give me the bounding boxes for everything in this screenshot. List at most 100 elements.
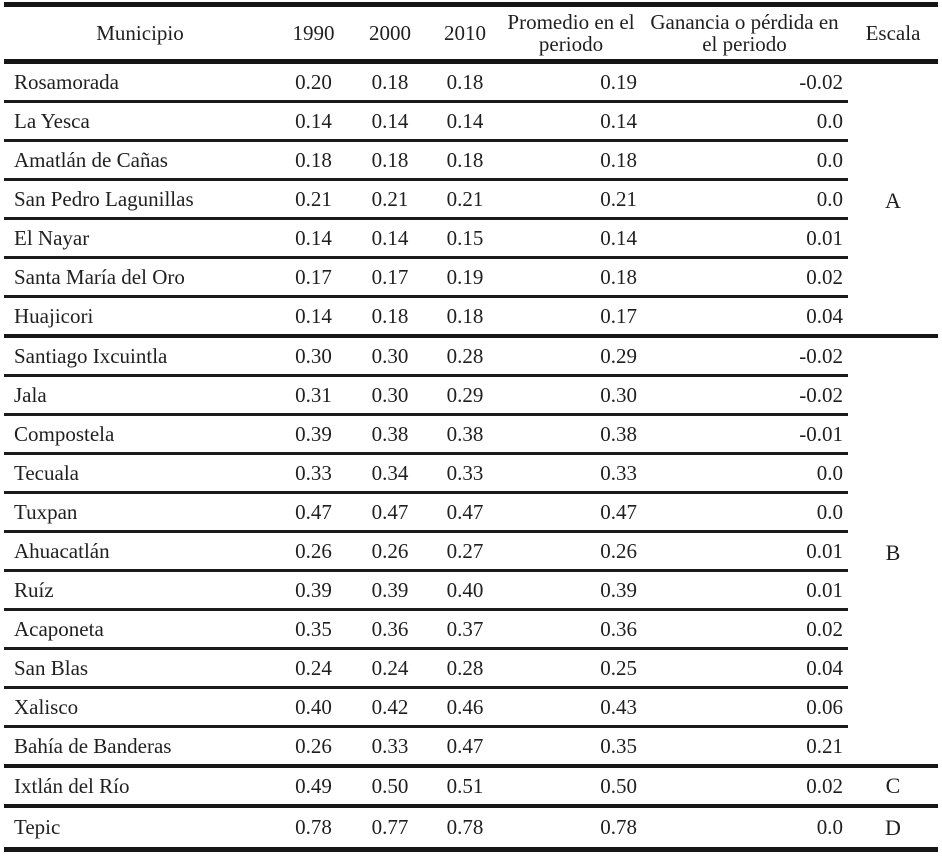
table-row: Rosamorada 0.20 0.18 0.18 0.19 -0.02 (4, 64, 938, 103)
promedio-cell: 0.33 (600, 460, 637, 485)
municipio-cell: Tecuala (14, 460, 79, 485)
ganancia-cell: -0.02 (799, 343, 843, 368)
escala-group-b-label: B (885, 539, 901, 565)
value-1990-cell: 0.21 (295, 186, 332, 211)
municipio-cell: Tuxpan (14, 499, 78, 524)
value-1990-cell: 0.26 (295, 733, 332, 758)
ganancia-cell: 0.0 (816, 815, 843, 839)
table-row: Ixtlán del Río 0.49 0.50 0.51 0.50 0.02 … (4, 768, 938, 808)
promedio-cell: 0.36 (600, 616, 637, 641)
municipio-cell: La Yesca (14, 108, 90, 133)
ganancia-cell: 0.02 (806, 773, 843, 798)
row-main: Jala 0.31 0.30 0.29 0.30 -0.02 (4, 377, 848, 416)
table-row: Xalisco 0.40 0.42 0.46 0.43 0.06 (4, 689, 938, 728)
value-2000-cell: 0.18 (371, 69, 409, 94)
header-promedio: Promedio en el periodo (507, 10, 635, 56)
promedio-cell: 0.17 (600, 303, 637, 328)
row-main: Tuxpan 0.47 0.47 0.47 0.47 0.0 (4, 494, 848, 533)
value-2010-cell: 0.37 (446, 616, 484, 641)
escala-cell (848, 220, 938, 259)
municipio-cell: Ahuacatlán (14, 538, 110, 563)
row-main: Ruíz 0.39 0.39 0.40 0.39 0.01 (4, 572, 848, 611)
ganancia-cell: 0.01 (806, 538, 843, 563)
escala-cell (848, 416, 938, 455)
value-2010-cell: 0.15 (446, 225, 484, 250)
municipio-cell: San Pedro Lagunillas (14, 186, 194, 211)
municipio-cell: Rosamorada (14, 69, 119, 94)
table-row: San Blas 0.24 0.24 0.28 0.25 0.04 (4, 650, 938, 689)
row-main: San Blas 0.24 0.24 0.28 0.25 0.04 (4, 650, 848, 689)
escala-cell (848, 64, 938, 103)
escala-group-c-label: C (885, 773, 901, 798)
value-1990-cell: 0.33 (295, 460, 332, 485)
row-main: La Yesca 0.14 0.14 0.14 0.14 0.0 (4, 103, 848, 142)
escala-cell (848, 142, 938, 181)
escala-cell (848, 298, 938, 334)
escala-cell (848, 689, 938, 728)
escala-cell (848, 611, 938, 650)
municipio-cell: Compostela (14, 421, 115, 446)
value-2000-cell: 0.21 (371, 186, 409, 211)
promedio-cell: 0.18 (600, 264, 637, 289)
ganancia-cell: 0.0 (816, 186, 843, 211)
ganancia-cell: -0.01 (799, 421, 843, 446)
value-2000-cell: 0.38 (371, 421, 409, 446)
value-2010-cell: 0.28 (446, 655, 484, 680)
municipio-cell: Tepic (14, 815, 61, 839)
value-1990-cell: 0.14 (295, 225, 332, 250)
value-1990-cell: 0.14 (295, 303, 332, 328)
header-2010: 2010 (444, 21, 486, 45)
municipio-cell: Santiago Ixcuintla (14, 343, 168, 368)
ganancia-cell: 0.06 (806, 694, 843, 719)
value-2000-cell: 0.14 (371, 108, 409, 133)
value-1990-cell: 0.14 (295, 108, 332, 133)
value-1990-cell: 0.30 (295, 343, 332, 368)
table-bottom-rule (4, 847, 938, 852)
table-row: Amatlán de Cañas 0.18 0.18 0.18 0.18 0.0 (4, 142, 938, 181)
table-row: Compostela 0.39 0.38 0.38 0.38 -0.01 (4, 416, 938, 455)
value-2000-cell: 0.50 (371, 773, 409, 798)
value-1990-cell: 0.24 (295, 655, 332, 680)
ganancia-cell: 0.04 (806, 655, 843, 680)
header-municipio: Municipio (96, 21, 184, 45)
row-main: Xalisco 0.40 0.42 0.46 0.43 0.06 (4, 689, 848, 728)
table-row: Ruíz 0.39 0.39 0.40 0.39 0.01 (4, 572, 938, 611)
municipio-cell: Acaponeta (14, 616, 104, 641)
escala-cell (848, 377, 938, 416)
value-2010-cell: 0.14 (446, 108, 484, 133)
escala-group-a-label: A (885, 187, 901, 213)
value-2000-cell: 0.24 (371, 655, 409, 680)
value-2010-cell: 0.46 (446, 694, 484, 719)
value-2010-cell: 0.33 (446, 460, 484, 485)
value-1990-cell: 0.39 (295, 421, 332, 446)
table-row: Santa María del Oro 0.17 0.17 0.19 0.18 … (4, 259, 938, 298)
value-1990-cell: 0.31 (295, 382, 332, 407)
table-row: Acaponeta 0.35 0.36 0.37 0.36 0.02 (4, 611, 938, 650)
promedio-cell: 0.14 (600, 108, 637, 133)
ganancia-cell: 0.04 (806, 303, 843, 328)
row-main: Amatlán de Cañas 0.18 0.18 0.18 0.18 0.0 (4, 142, 848, 181)
row-main: Compostela 0.39 0.38 0.38 0.38 -0.01 (4, 416, 848, 455)
promedio-cell: 0.18 (600, 147, 637, 172)
table-row: Santiago Ixcuintla 0.30 0.30 0.28 0.29 -… (4, 338, 938, 377)
municipality-index-table: Municipio 1990 2000 2010 Promedio en el … (4, 2, 938, 852)
value-1990-cell: 0.20 (295, 69, 332, 94)
municipio-cell: San Blas (14, 655, 89, 680)
table-top-rule (4, 2, 938, 7)
value-2000-cell: 0.34 (371, 460, 409, 485)
table-row: Tuxpan 0.47 0.47 0.47 0.47 0.0 (4, 494, 938, 533)
value-2010-cell: 0.78 (446, 815, 484, 839)
value-2000-cell: 0.30 (371, 382, 409, 407)
table-header-row: Municipio 1990 2000 2010 Promedio en el … (4, 7, 938, 59)
row-main: San Pedro Lagunillas 0.21 0.21 0.21 0.21… (4, 181, 848, 220)
ganancia-cell: 0.0 (816, 147, 843, 172)
header-bottom-rule (4, 59, 938, 64)
promedio-cell: 0.47 (600, 499, 637, 524)
value-2010-cell: 0.18 (446, 69, 484, 94)
row-main: Ahuacatlán 0.26 0.26 0.27 0.26 0.01 (4, 533, 848, 572)
row-main: Santiago Ixcuintla 0.30 0.30 0.28 0.29 -… (4, 338, 848, 377)
table-row: Bahía de Banderas 0.26 0.33 0.47 0.35 0.… (4, 728, 938, 768)
value-2010-cell: 0.51 (446, 773, 484, 798)
value-2010-cell: 0.47 (446, 733, 484, 758)
value-2010-cell: 0.27 (446, 538, 484, 563)
